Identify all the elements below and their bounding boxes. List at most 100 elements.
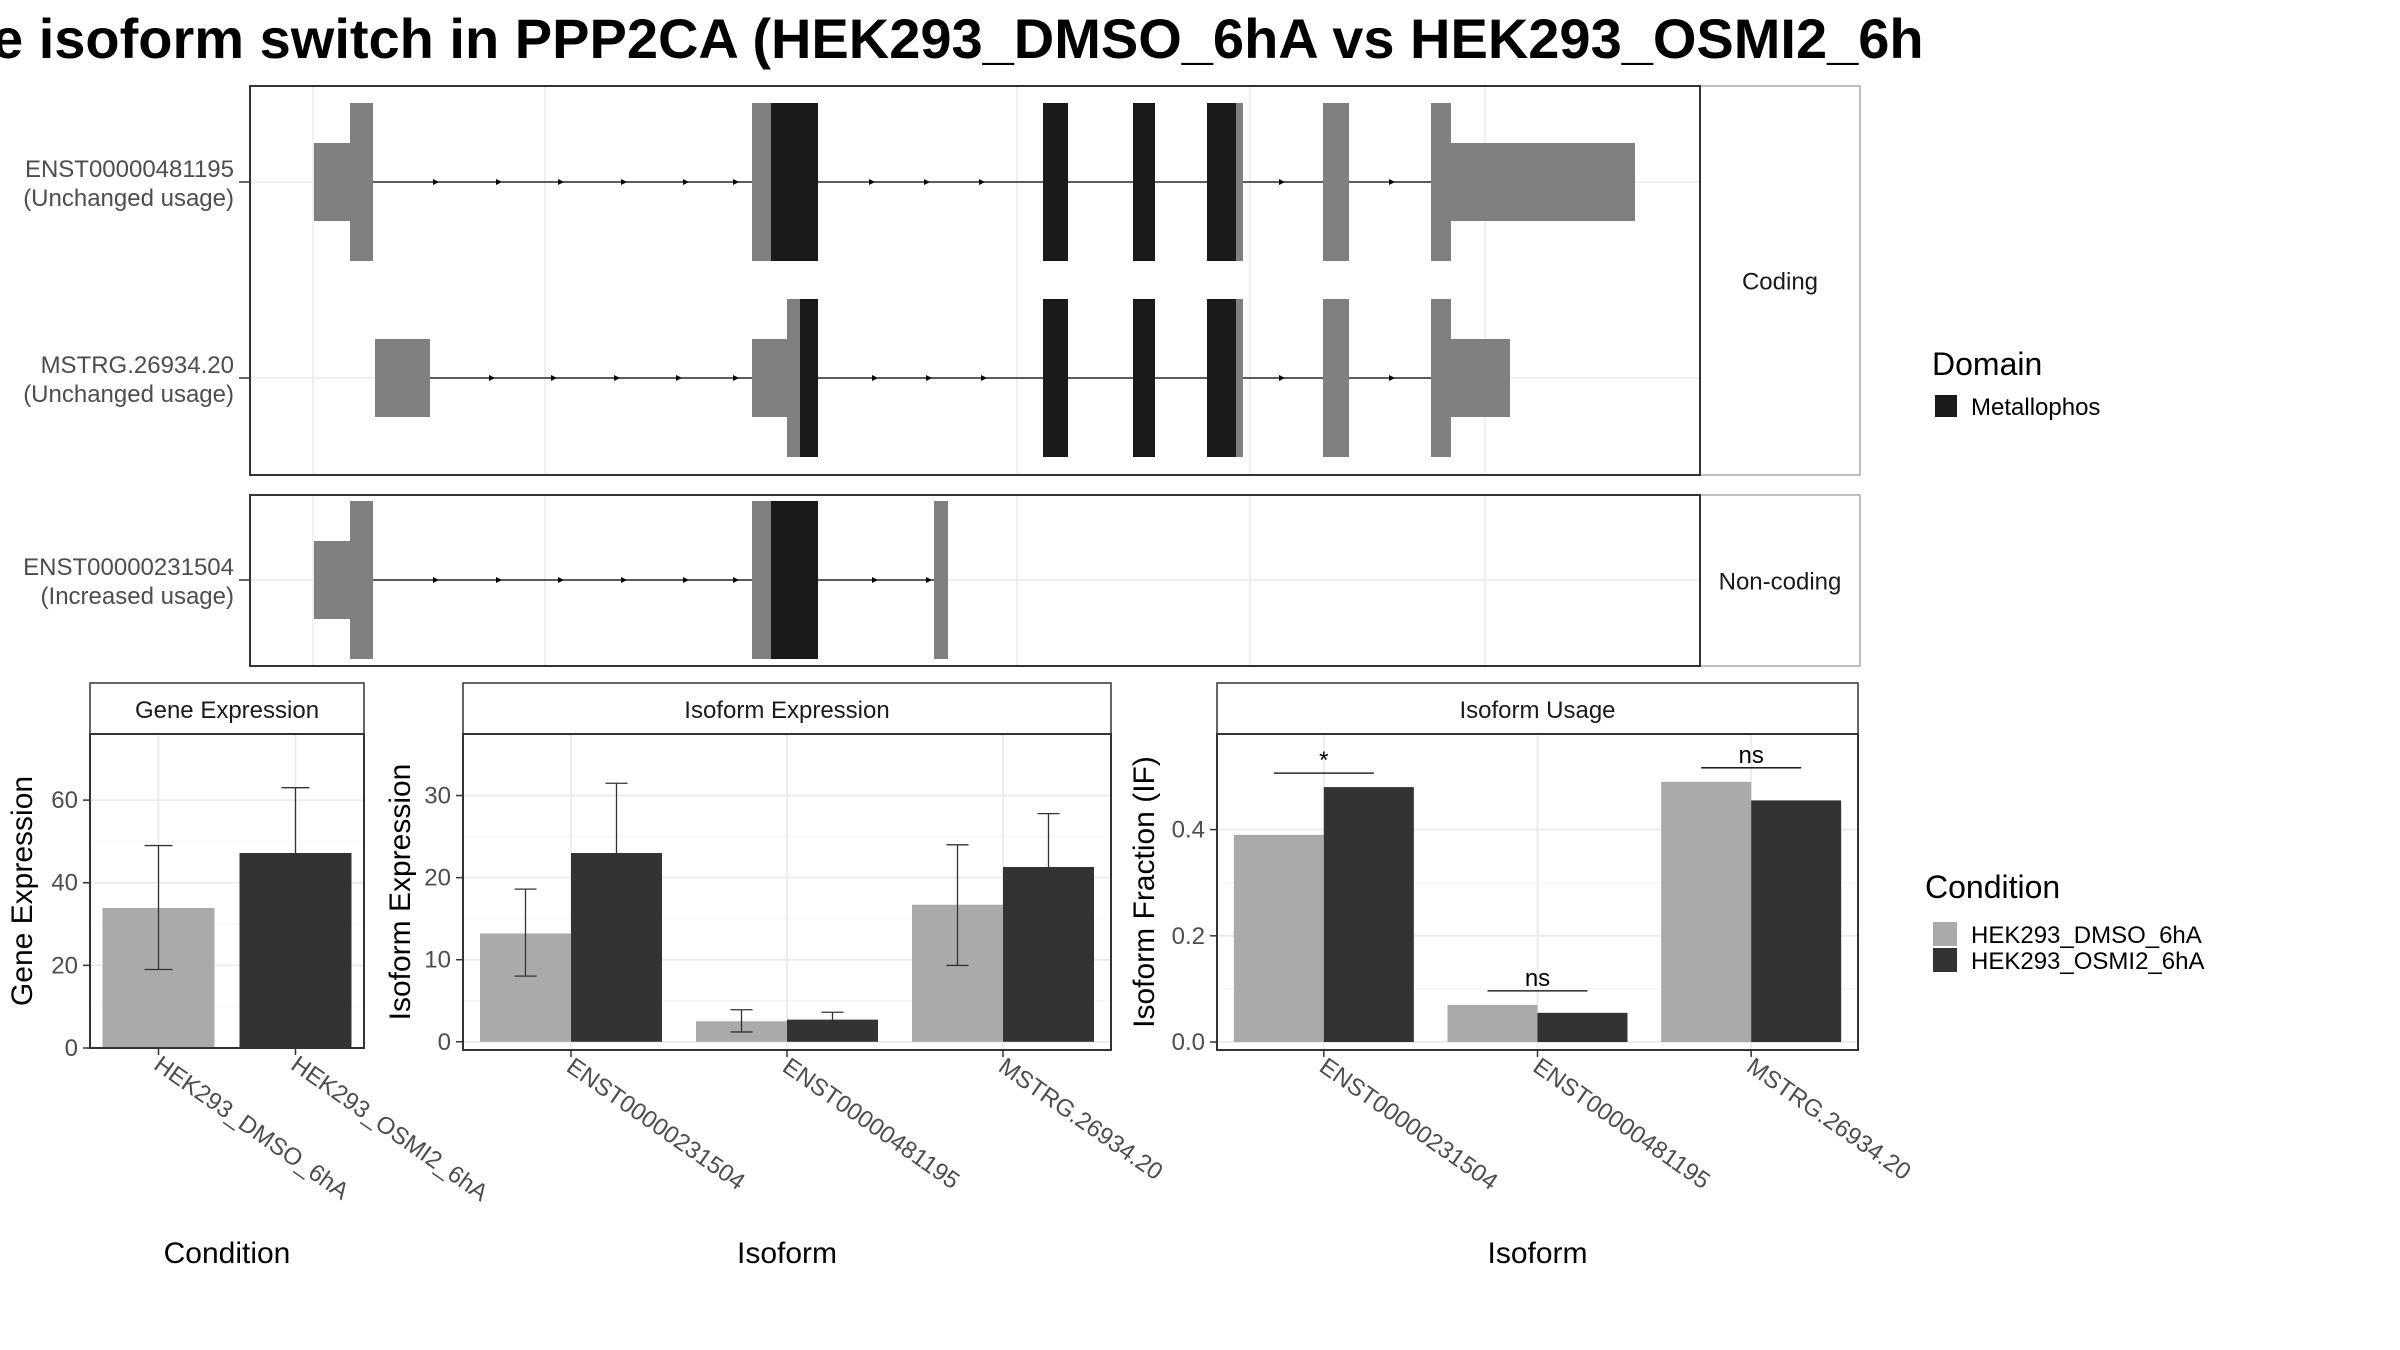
facet-strip xyxy=(1699,85,1861,476)
intron-direction-arrow xyxy=(872,577,878,583)
intron-direction-arrow xyxy=(979,179,985,185)
x-tick-label: MSTRG.26934.20 xyxy=(1742,1053,1916,1186)
utr-exon xyxy=(1450,143,1635,221)
bar-ENST00000481195-HEK293_OSMI2_6hA xyxy=(1537,1012,1628,1043)
intron-direction-arrow xyxy=(496,577,502,583)
metallophos-domain-segment xyxy=(1043,103,1068,261)
intron-direction-arrow xyxy=(926,577,932,583)
x-axis-title: Condition xyxy=(164,1237,291,1270)
y-tick-label: 40 xyxy=(51,870,78,897)
utr-exon xyxy=(314,143,350,221)
coding-exon xyxy=(787,299,800,457)
y-tick-label: 0 xyxy=(65,1035,78,1062)
utr-exon xyxy=(752,339,787,417)
y-tick-label: 30 xyxy=(424,783,451,810)
facet-strip-noncoding: Non-coding xyxy=(1719,569,1842,596)
coding-exon xyxy=(1323,299,1349,457)
y-axis-title: Isoform Expression xyxy=(384,764,417,1021)
intron-direction-arrow xyxy=(869,179,875,185)
x-axis-title: Isoform xyxy=(1487,1237,1587,1270)
facet-strip xyxy=(1699,494,1861,667)
panel-title: Isoform Usage xyxy=(1459,697,1615,724)
x-tick-label: ENST00000481195 xyxy=(778,1053,965,1195)
y-axis-title: Isoform Fraction (IF) xyxy=(1128,756,1161,1028)
condition-legend-label: HEK293_OSMI2_6hA xyxy=(1971,948,2204,975)
intron-direction-arrow xyxy=(558,179,564,185)
metallophos-domain-segment xyxy=(1207,299,1236,457)
y-tick-label: 60 xyxy=(51,787,78,814)
y-tick-label: 0.2 xyxy=(1172,923,1205,950)
y-tick-label: 10 xyxy=(424,947,451,974)
utr-exon xyxy=(314,541,350,619)
intron-direction-arrow xyxy=(621,179,627,185)
intron-direction-arrow xyxy=(433,179,439,185)
coding-exon xyxy=(1431,299,1451,457)
x-axis-title: Isoform xyxy=(737,1237,837,1270)
x-tick-label: ENST00000231504 xyxy=(562,1053,750,1196)
coding-exon xyxy=(1431,103,1451,261)
bar-MSTRG.26934.20-HEK293_DMSO_6hA xyxy=(1661,781,1752,1043)
bar-ENST00000231504-HEK293_DMSO_6hA xyxy=(1233,834,1324,1043)
significance-label: * xyxy=(1319,747,1328,774)
condition-legend-label: HEK293_DMSO_6hA xyxy=(1971,922,2202,949)
bar-ENST00000481195-HEK293_DMSO_6hA xyxy=(1447,1004,1538,1043)
utr-exon xyxy=(375,339,430,417)
bar-ENST00000481195-HEK293_OSMI2_6hA xyxy=(787,1019,878,1042)
intron-direction-arrow xyxy=(872,375,878,381)
domain-legend: Domain Metallophos xyxy=(1932,346,2100,421)
intron-direction-arrow xyxy=(981,375,987,381)
isoform-usage-label: (Unchanged usage) xyxy=(23,185,234,212)
intron-direction-arrow xyxy=(926,375,932,381)
bar-ENST00000231504-HEK293_OSMI2_6hA xyxy=(1323,787,1414,1043)
intron-direction-arrow xyxy=(733,577,739,583)
coding-exon xyxy=(934,501,948,659)
structure-panel-border xyxy=(249,494,1701,667)
coding-exon xyxy=(752,501,771,659)
y-axis-title: Gene Expression xyxy=(6,776,39,1006)
bar-MSTRG.26934.20-HEK293_OSMI2_6hA xyxy=(1751,800,1842,1043)
intron-direction-arrow xyxy=(733,375,739,381)
y-tick-label: 0 xyxy=(438,1029,451,1056)
intron-direction-arrow xyxy=(683,179,689,185)
intron-direction-arrow xyxy=(558,577,564,583)
expression-bar-panels: Gene Expression0204060HEK293_DMSO_6hAHEK… xyxy=(6,682,1916,1270)
intron-direction-arrow xyxy=(614,375,620,381)
panel-title-strip xyxy=(89,682,365,735)
panel-title-strip xyxy=(462,682,1112,735)
intron-direction-arrow xyxy=(1389,375,1395,381)
x-tick-label: MSTRG.26934.20 xyxy=(994,1053,1168,1186)
utr-exon xyxy=(1450,339,1510,417)
intron-direction-arrow xyxy=(621,577,627,583)
intron-direction-arrow xyxy=(924,179,930,185)
domain-legend-title: Domain xyxy=(1932,346,2042,382)
facet-strip-coding: Coding xyxy=(1742,269,1818,296)
transcript-structure-plot: CodingNon-codingENST00000481195(Unchange… xyxy=(23,85,1861,667)
isoform-id-label: ENST00000231504 xyxy=(23,554,234,581)
y-tick-label: 20 xyxy=(424,865,451,892)
metallophos-domain-segment xyxy=(1133,299,1155,457)
domain-legend-swatch xyxy=(1935,395,1957,417)
metallophos-domain-segment xyxy=(800,299,818,457)
coding-exon xyxy=(350,103,373,261)
metallophos-domain-segment xyxy=(1043,299,1068,457)
condition-legend-title: Condition xyxy=(1925,869,2060,905)
metallophos-domain-segment xyxy=(1133,103,1155,261)
coding-exon xyxy=(1323,103,1349,261)
domain-legend-label: Metallophos xyxy=(1971,394,2100,421)
x-tick-label: ENST00000481195 xyxy=(1528,1053,1715,1195)
metallophos-domain-segment xyxy=(771,501,818,659)
coding-exon xyxy=(350,501,373,659)
intron-direction-arrow xyxy=(683,577,689,583)
coding-exon xyxy=(752,103,771,261)
condition-legend-swatch-osmi xyxy=(1933,948,1957,972)
intron-direction-arrow xyxy=(496,179,502,185)
isoform-usage-label: (Unchanged usage) xyxy=(23,381,234,408)
intron-direction-arrow xyxy=(551,375,557,381)
metallophos-domain-segment xyxy=(1207,103,1236,261)
intron-direction-arrow xyxy=(489,375,495,381)
panel-border xyxy=(89,733,365,1049)
x-tick-label: ENST00000231504 xyxy=(1314,1053,1502,1196)
condition-legend-swatch-dmso xyxy=(1933,922,1957,946)
isoform-id-label: ENST00000481195 xyxy=(25,156,234,183)
